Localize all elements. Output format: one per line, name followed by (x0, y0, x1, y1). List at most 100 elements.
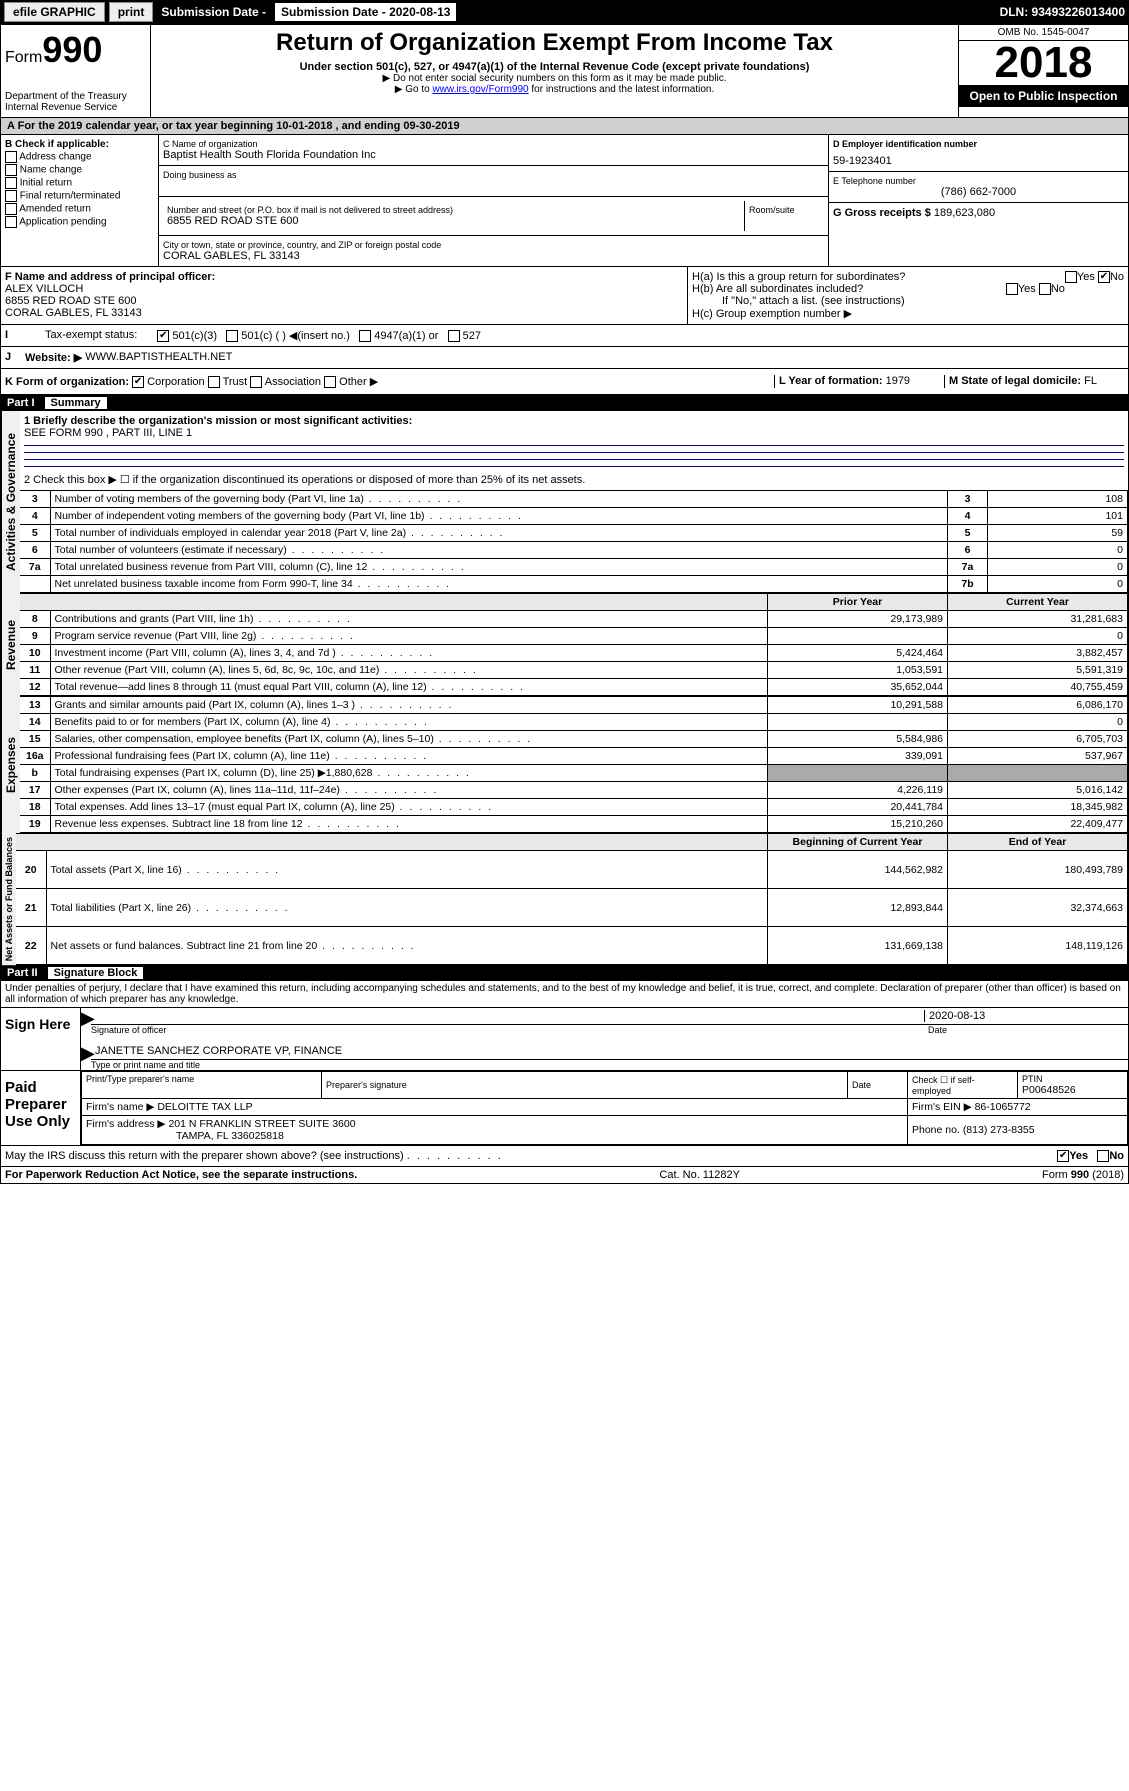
period-row: A For the 2019 calendar year, or tax yea… (1, 118, 1128, 135)
goto-pre: ▶ Go to (395, 84, 433, 95)
prep-name-label: Print/Type preparer's name (86, 1074, 317, 1084)
end-year-header: End of Year (948, 834, 1128, 851)
table-row: 4Number of independent voting members of… (20, 508, 1128, 525)
cb-amended[interactable] (5, 203, 17, 215)
addr-label: Number and street (or P.O. box if mail i… (167, 205, 740, 215)
header-sub1: Under section 501(c), 527, or 4947(a)(1)… (155, 61, 954, 73)
ha-yes[interactable] (1065, 271, 1077, 283)
dba-label: Doing business as (163, 170, 824, 180)
header-sub3: ▶ Go to www.irs.gov/Form990 for instruct… (155, 84, 954, 95)
form-prefix: Form (5, 49, 42, 66)
tax-status-label: Tax-exempt status: (45, 329, 137, 342)
sidebar-netassets: Net Assets or Fund Balances (1, 833, 16, 965)
officer-name: ALEX VILLOCH (5, 283, 683, 295)
city-label: City or town, state or province, country… (163, 240, 824, 250)
cb-pending-label: Application pending (19, 217, 106, 228)
prior-year-header: Prior Year (768, 594, 948, 611)
sidebar-governance: Activities & Governance (1, 411, 20, 593)
box-c: C Name of organizationBaptist Health Sou… (159, 135, 828, 266)
dln: DLN: 93493226013400 (1000, 5, 1125, 19)
form-org-label: K Form of organization: (5, 376, 129, 388)
discuss-yes[interactable] (1057, 1150, 1069, 1162)
print-btn[interactable]: print (109, 2, 154, 22)
self-employed-label: Check ☐ if self-employed (912, 1075, 1013, 1096)
opt-527: 527 (463, 330, 481, 342)
table-row: 17Other expenses (Part IX, column (A), l… (20, 782, 1128, 799)
table-row: 6Total number of volunteers (estimate if… (20, 542, 1128, 559)
firm-addr2: TAMPA, FL 336025818 (176, 1130, 284, 1142)
cb-initial[interactable] (5, 177, 17, 189)
revenue-table: Prior YearCurrent Year 8Contributions an… (20, 593, 1128, 696)
period-text: For the 2019 calendar year, or tax year … (18, 120, 460, 132)
officer-label: F Name and address of principal officer: (5, 271, 215, 283)
irs-label: Internal Revenue Service (5, 102, 146, 113)
opt-trust: Trust (223, 376, 248, 388)
form990-link[interactable]: www.irs.gov/Form990 (432, 84, 528, 95)
ein-label: D Employer identification number (833, 139, 977, 149)
discuss-no[interactable] (1097, 1150, 1109, 1162)
city-state: CORAL GABLES, FL 33143 (163, 250, 824, 262)
cb-4947[interactable] (359, 330, 371, 342)
efile-btn[interactable]: efile GRAPHIC (4, 2, 105, 22)
cb-amended-label: Amended return (19, 204, 91, 215)
part2-header: Part II Signature Block (1, 965, 1128, 981)
sig-officer-label: Signature of officer (91, 1025, 928, 1035)
cb-corp[interactable] (132, 376, 144, 388)
discuss-label: May the IRS discuss this return with the… (5, 1150, 404, 1162)
table-row: 14Benefits paid to or for members (Part … (20, 714, 1128, 731)
cb-name-label: Name change (20, 165, 82, 176)
netassets-table: Beginning of Current YearEnd of Year 20T… (16, 833, 1128, 965)
cb-pending[interactable] (5, 216, 17, 228)
sig-date: 2020-08-13 (924, 1010, 1124, 1022)
sub-date: Submission Date - 2020-08-13 (274, 2, 457, 22)
cb-other[interactable] (324, 376, 336, 388)
sub-date-label: Submission Date - (157, 5, 270, 19)
year-form-label: L Year of formation: (779, 375, 883, 387)
state-label: M State of legal domicile: (949, 375, 1081, 387)
footer: For Paperwork Reduction Act Notice, see … (1, 1166, 1128, 1183)
hb-no[interactable] (1039, 283, 1051, 295)
cb-initial-label: Initial return (20, 178, 72, 189)
part2-subtitle: Signature Block (48, 967, 144, 979)
hb-label: H(b) Are all subordinates included? (692, 283, 863, 295)
ptin-label: PTIN (1022, 1074, 1123, 1084)
officer-sub-label: Type or print name and title (91, 1060, 1128, 1070)
form-header: Form990 Department of the Treasury Inter… (1, 25, 1128, 118)
cb-name[interactable] (5, 164, 17, 176)
cb-trust[interactable] (208, 376, 220, 388)
paid-preparer-block: Paid Preparer Use Only Print/Type prepar… (1, 1070, 1128, 1145)
cb-501c[interactable] (226, 330, 238, 342)
gross-label: G Gross receipts $ (833, 207, 931, 219)
cb-assoc[interactable] (250, 376, 262, 388)
hb-yes[interactable] (1006, 283, 1018, 295)
mission-label: 1 Briefly describe the organization's mi… (24, 415, 412, 427)
sign-here-label: Sign Here (1, 1008, 81, 1070)
date-label: Date (928, 1025, 1128, 1035)
part1-title: Part I (7, 397, 35, 409)
cb-address-label: Address change (19, 152, 91, 163)
header-sub2: ▶ Do not enter social security numbers o… (155, 73, 954, 84)
prep-date-label: Date (852, 1080, 903, 1090)
prep-sig-label: Preparer's signature (326, 1080, 843, 1090)
cb-501c3[interactable] (157, 330, 169, 342)
form-title: Return of Organization Exempt From Incom… (155, 29, 954, 57)
table-row: 16aProfessional fundraising fees (Part I… (20, 748, 1128, 765)
table-row: 3Number of voting members of the governi… (20, 491, 1128, 508)
dept-treasury: Department of the Treasury (5, 91, 146, 102)
ha-no[interactable] (1098, 271, 1110, 283)
cb-527[interactable] (448, 330, 460, 342)
table-row: 9Program service revenue (Part VIII, lin… (20, 628, 1128, 645)
year-form-value: 1979 (886, 375, 910, 387)
phone-label: E Telephone number (833, 176, 1124, 186)
cb-address[interactable] (5, 151, 17, 163)
org-name: Baptist Health South Florida Foundation … (163, 149, 824, 161)
opt-501c: 501(c) ( ) ◀(insert no.) (241, 330, 350, 342)
expenses-table: 13Grants and similar amounts paid (Part … (20, 696, 1128, 833)
ein-value: 59-1923401 (833, 155, 1124, 167)
opt-other: Other ▶ (339, 376, 378, 388)
cb-final[interactable] (5, 190, 17, 202)
form-number: 990 (42, 29, 102, 70)
table-row: 5Total number of individuals employed in… (20, 525, 1128, 542)
table-row: 22Net assets or fund balances. Subtract … (16, 927, 1128, 965)
ptin-value: P00648526 (1022, 1084, 1123, 1096)
